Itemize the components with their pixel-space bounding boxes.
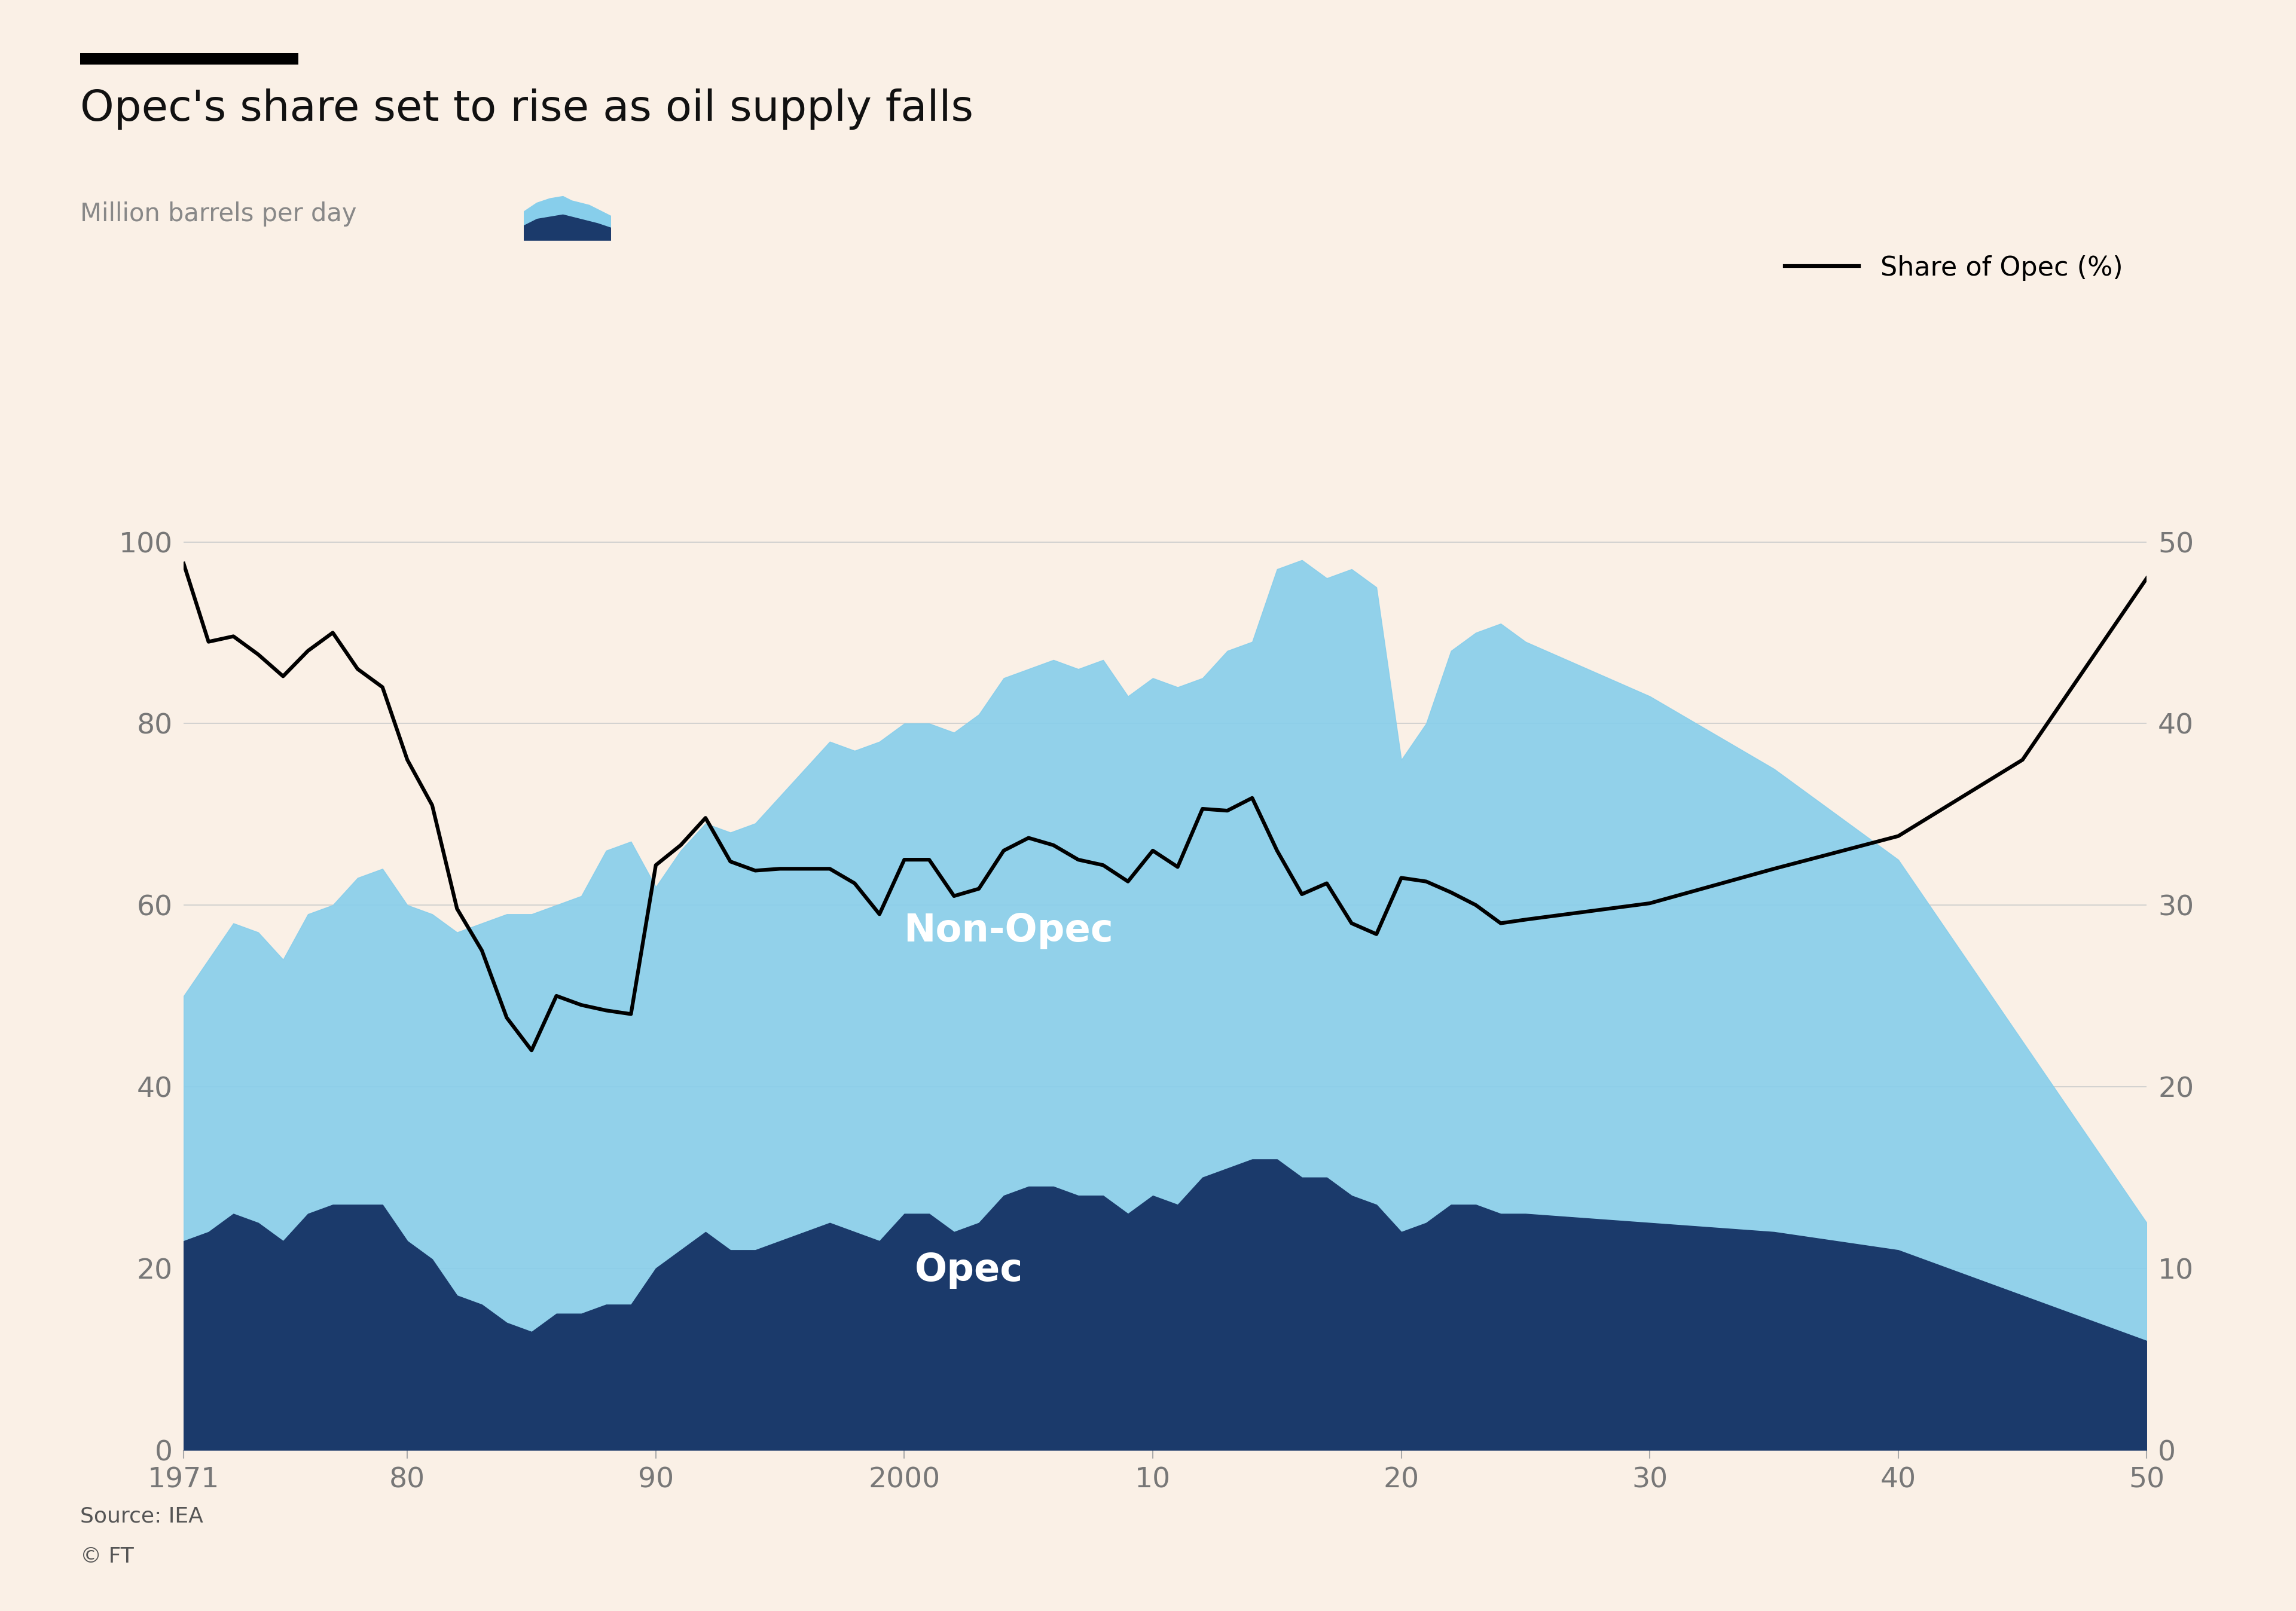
Text: Non-Opec: Non-Opec bbox=[902, 912, 1114, 949]
Text: Opec: Opec bbox=[914, 1252, 1024, 1289]
Legend: Share of Opec (%): Share of Opec (%) bbox=[1775, 245, 2133, 292]
Text: © FT: © FT bbox=[80, 1547, 133, 1568]
Text: Source: IEA: Source: IEA bbox=[80, 1506, 204, 1527]
Text: Million barrels per day: Million barrels per day bbox=[80, 201, 356, 227]
Text: Opec's share set to rise as oil supply falls: Opec's share set to rise as oil supply f… bbox=[80, 89, 974, 130]
